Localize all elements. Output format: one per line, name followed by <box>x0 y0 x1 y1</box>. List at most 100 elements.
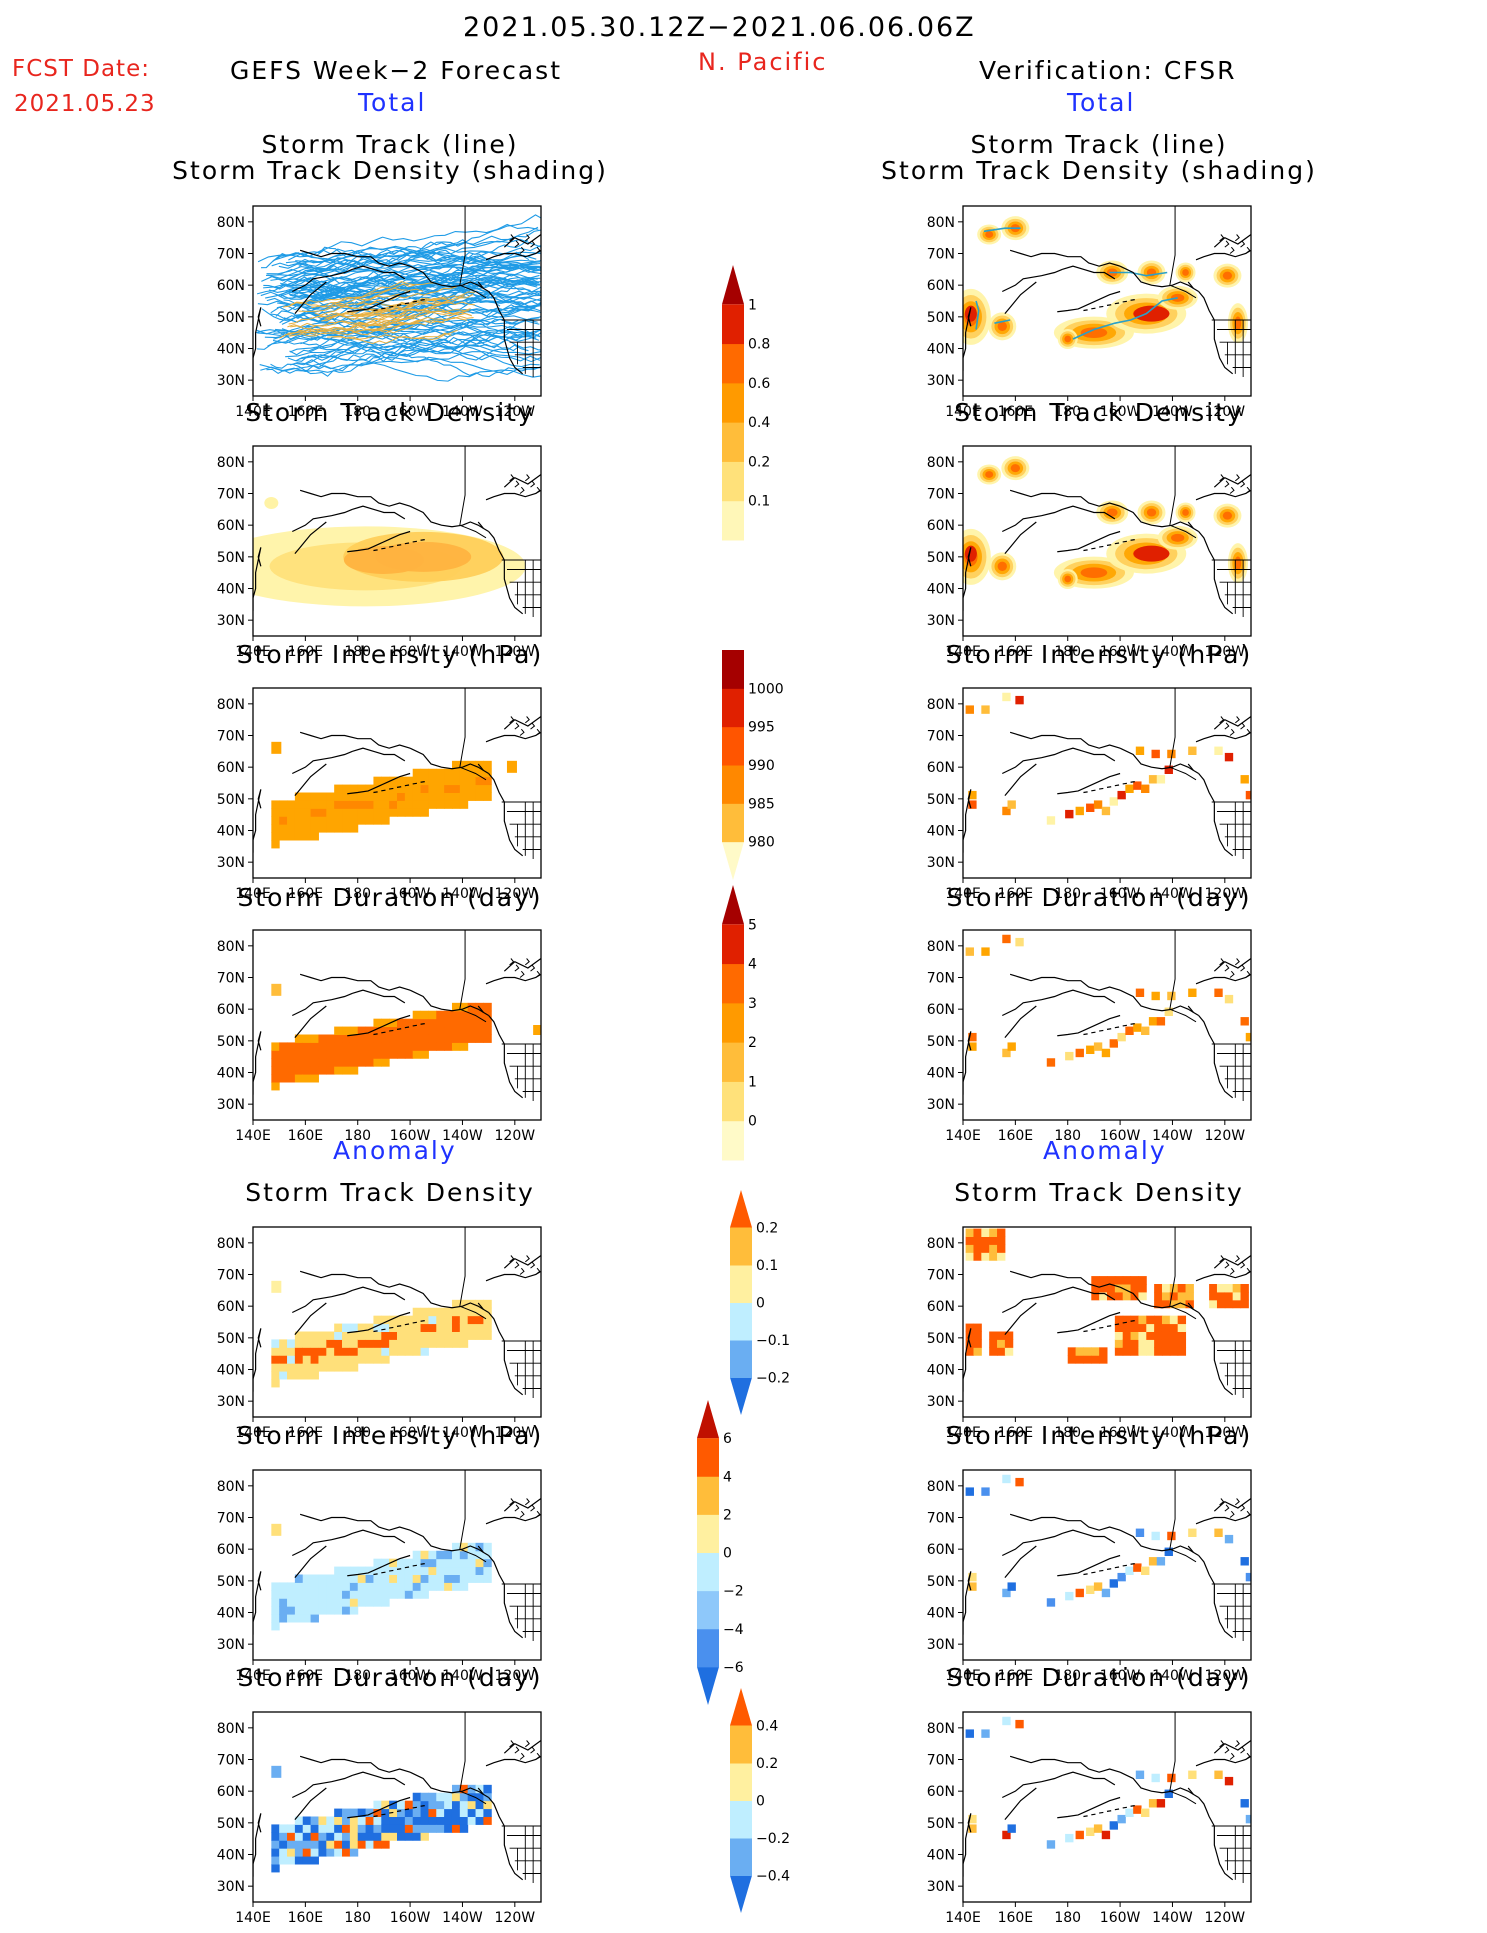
x-tick-label: 140E <box>235 1128 271 1144</box>
x-tick-label: 160W <box>1100 1668 1141 1684</box>
y-tick-label: 50N <box>927 550 955 566</box>
colorbar-cell <box>730 1875 752 1913</box>
fcst-date-label: FCST Date: <box>12 56 150 82</box>
x-tick-label: 180 <box>1054 644 1081 660</box>
panel-title-track-line-left: Storm Track (line) <box>261 130 519 159</box>
y-tick-label: 60N <box>217 518 245 534</box>
y-tick-label: 70N <box>927 487 955 503</box>
y-tick-label: 80N <box>927 1479 955 1495</box>
colorbar-label: 0.2 <box>756 1221 778 1237</box>
colorbar-cell <box>722 650 744 689</box>
y-tick-label: 30N <box>217 1879 245 1895</box>
panel-title-anom-duration-left: Storm Duration (day) <box>237 1663 543 1692</box>
x-tick-label: 120W <box>1205 644 1246 660</box>
total-label-left: Total <box>358 88 427 117</box>
x-tick-label: 140E <box>235 886 271 902</box>
x-tick-label: 140W <box>442 1128 483 1144</box>
x-tick-label: 140E <box>945 886 981 902</box>
colorbar-label: 0 <box>748 1114 757 1130</box>
y-tick-label: 80N <box>217 1721 245 1737</box>
colorbar-cell <box>697 1514 719 1553</box>
map-frame <box>962 1226 1252 1418</box>
x-tick-label: 180 <box>1054 1425 1081 1441</box>
y-tick-label: 60N <box>927 760 955 776</box>
colorbar-cell <box>730 1725 752 1764</box>
y-tick-label: 30N <box>927 1394 955 1410</box>
x-tick-label: 180 <box>1054 1668 1081 1684</box>
density-map-verification: 140E 160E 180 160W 140W 120W 80N 70N 60N 50N 40N 30… <box>927 445 1252 660</box>
map-frame <box>252 1226 542 1418</box>
colorbar-label: 4 <box>723 1469 732 1485</box>
map-frame <box>252 1469 542 1661</box>
colorbar-label: 2 <box>748 1035 757 1051</box>
x-tick-label: 140W <box>442 886 483 902</box>
anom-intensity-map-forecast: 140E 160E 180 160W 140W 120W 80N 70N 60N 50N 40N 30… <box>217 1469 542 1684</box>
colorbar-cell <box>722 382 744 423</box>
y-tick-label: 80N <box>927 697 955 713</box>
x-tick-label: 180 <box>344 1128 371 1144</box>
y-tick-label: 60N <box>927 278 955 294</box>
map-frame <box>252 205 542 397</box>
map-frame <box>962 687 1252 879</box>
y-tick-label: 40N <box>927 582 955 598</box>
colorbar-cell <box>697 1666 719 1705</box>
colorbar-cell <box>722 1042 744 1082</box>
x-tick-label: 120W <box>1205 1910 1246 1926</box>
x-tick-label: 140W <box>442 404 483 420</box>
y-tick-label: 50N <box>927 1331 955 1347</box>
y-tick-label: 40N <box>217 1606 245 1622</box>
x-tick-label: 140E <box>945 644 981 660</box>
x-tick-label: 160E <box>998 1910 1034 1926</box>
colorbar-cell <box>697 1400 719 1439</box>
x-tick-label: 140E <box>945 1128 981 1144</box>
colorbar-cell <box>722 304 744 345</box>
colorbar-duration: 5 4 3 2 1 0 <box>722 885 757 1161</box>
x-tick-label: 140E <box>235 1668 271 1684</box>
panel-title-density-left: Storm Track Density <box>245 398 535 427</box>
y-tick-label: 70N <box>927 1753 955 1769</box>
x-tick-label: 120W <box>1205 1128 1246 1144</box>
x-tick-label: 120W <box>495 886 536 902</box>
y-tick-label: 70N <box>217 729 245 745</box>
y-tick-label: 40N <box>927 824 955 840</box>
x-tick-label: 160W <box>1100 1425 1141 1441</box>
colorbar-label: −0.4 <box>756 1869 790 1885</box>
panel-title-track-shading-right: Storm Track Density (shading) <box>881 156 1317 185</box>
map-frame <box>252 1711 542 1903</box>
x-tick-label: 120W <box>495 404 536 420</box>
intensity-map-verification: 140E 160E 180 160W 140W 120W 80N 70N 60N 50N 40N 30… <box>927 687 1252 902</box>
colorbar-label: 5 <box>748 917 757 933</box>
y-tick-label: 30N <box>927 855 955 871</box>
x-tick-label: 160E <box>998 1128 1034 1144</box>
colorbar-cell <box>697 1628 719 1668</box>
colorbar-cell <box>730 1800 752 1839</box>
x-tick-label: 140W <box>1152 1128 1193 1144</box>
y-tick-label: 40N <box>927 1363 955 1379</box>
y-tick-label: 60N <box>927 518 955 534</box>
x-tick-label: 160W <box>390 1910 431 1926</box>
y-tick-label: 70N <box>927 971 955 987</box>
colorbar-label: −6 <box>723 1660 744 1676</box>
colorbar-cell <box>730 1838 752 1876</box>
x-tick-label: 120W <box>495 644 536 660</box>
colorbar-label: 1 <box>748 297 757 313</box>
x-tick-label: 140W <box>442 644 483 660</box>
colorbar-label: 0.8 <box>748 337 770 353</box>
x-tick-label: 160W <box>390 886 431 902</box>
y-tick-label: 70N <box>927 1268 955 1284</box>
y-tick-label: 60N <box>217 1299 245 1315</box>
y-tick-label: 70N <box>217 1753 245 1769</box>
anom-duration-map-verification: 140E 160E 180 160W 140W 120W 80N 70N 60N 50N 40N 30… <box>927 1711 1252 1926</box>
y-tick-label: 40N <box>217 582 245 598</box>
colorbar-label: −4 <box>723 1622 744 1638</box>
x-tick-label: 160W <box>1100 1128 1141 1144</box>
colorbar-label: 3 <box>748 996 757 1012</box>
x-tick-label: 160W <box>1100 644 1141 660</box>
colorbar-label: −0.2 <box>756 1371 790 1387</box>
map-frame <box>962 1711 1252 1903</box>
y-tick-label: 40N <box>217 342 245 358</box>
anom-density-map-forecast: 140E 160E 180 160W 140W 120W 80N 70N 60N 50N 40N 30… <box>217 1226 542 1441</box>
y-tick-label: 40N <box>217 1066 245 1082</box>
colorbar-cell <box>722 343 744 384</box>
y-tick-label: 80N <box>217 697 245 713</box>
